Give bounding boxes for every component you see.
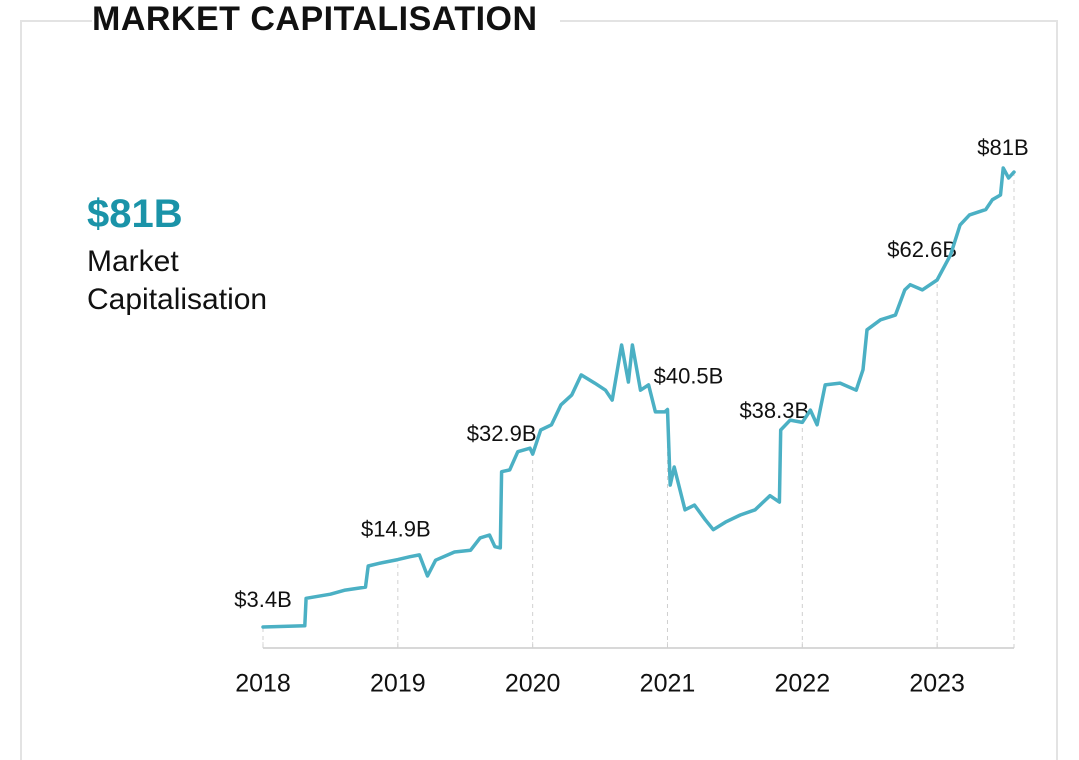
- value-label: $14.9B: [361, 516, 431, 541]
- card-title: MARKET CAPITALISATION: [92, 0, 560, 39]
- value-label: $3.4B: [234, 587, 292, 612]
- x-tick-label: 2021: [640, 670, 696, 698]
- chart: 2018 2019 2020 2021 2022 2023 $3.4B $14.9B $32.9…: [234, 135, 1028, 698]
- page: {"chart_data": { "type": "line", "title"…: [20, 0, 1058, 760]
- x-tick-label: 2020: [505, 670, 561, 698]
- headline-label: Market Capitalisation: [87, 245, 268, 316]
- value-label: $32.9B: [467, 421, 537, 446]
- value-label: $62.6B: [887, 237, 957, 262]
- x-tick-label: 2023: [909, 670, 965, 698]
- x-tick-label: 2022: [775, 670, 831, 698]
- value-label: $81B: [977, 135, 1028, 160]
- market-cap-line: [261, 166, 1016, 629]
- card: MARKET CAPITALISATION: [20, 0, 1058, 760]
- x-tick-label: 2019: [370, 670, 426, 698]
- headline-value: $81B: [87, 192, 183, 236]
- value-label: $38.3B: [739, 398, 809, 423]
- value-label: $40.5B: [654, 363, 724, 388]
- x-tick-label: 2018: [235, 670, 291, 698]
